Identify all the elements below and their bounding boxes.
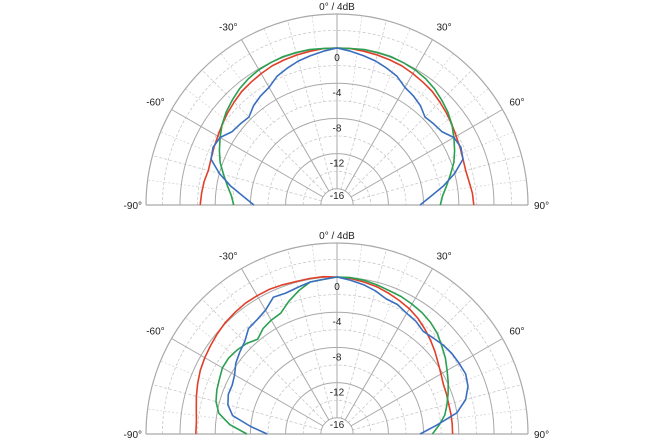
angle-tick-label: 90° [534,430,549,440]
grid-spoke [350,109,503,198]
grid-spoke-minor [311,15,324,102]
angle-tick-label: -30° [219,252,237,263]
grid-spoke [171,338,324,427]
grid-spoke-minor [311,244,324,331]
grid-ring-minor [197,65,477,206]
grid-spoke [241,39,330,192]
angle-tick-label: -60° [146,98,164,109]
grid-spoke-minor [340,249,387,419]
grid-spoke-minor [350,15,363,102]
polar-chart-upper: 0 -4 -8 -12 -16 -90° -60° -30° 0° / 4dB 30° 60° 90° [124,2,550,212]
grid-spoke-minor [348,298,473,423]
grid-spoke-minor [263,257,298,338]
grid-spoke-minor [340,20,387,190]
grid-spoke-minor [201,298,326,423]
grid-spoke-minor [185,317,255,371]
grid-spoke-minor [220,282,274,352]
radial-tick-label: 0 [334,53,340,64]
radial-tick-label: -12 [330,388,345,399]
grid-spoke-minor [152,155,322,202]
radial-tick-label: -8 [333,352,342,363]
grid-spoke [344,39,433,192]
grid-ring-minor [267,135,407,206]
grid-spoke [344,268,433,421]
angle-tick-label: 30° [437,252,452,263]
grid-spoke-minor [160,360,241,395]
angle-tick-label: 60° [509,98,524,109]
series-blue-line [227,276,469,435]
grid-spoke-minor [147,179,234,192]
angle-tick-label: 90° [534,201,549,212]
radial-tick-label: -8 [333,123,342,134]
grid-spoke-minor [147,408,234,421]
angle-tick-label: -90° [124,430,142,440]
grid-spoke-minor [152,384,322,431]
radial-tick-label: -16 [330,420,345,431]
grid-spoke-minor [160,131,241,166]
angle-tick-label: 0° / 4dB [319,231,355,242]
grid-spoke-minor [440,408,527,421]
grid-spoke-minor [419,317,489,371]
radial-tick-label: 0 [334,282,340,293]
grid-spoke-minor [440,179,527,192]
angle-tick-label: 0° / 4dB [319,2,355,13]
series-blue-line [210,47,464,206]
radial-tick-label: -4 [333,317,342,328]
grid-spoke-minor [433,360,514,395]
angle-tick-label: 60° [509,327,524,338]
grid-spoke [241,268,330,421]
angle-tick-label: -90° [124,201,142,212]
grid-spoke-minor [352,384,522,431]
grid-spoke-minor [348,69,473,194]
grid-spoke [171,109,324,198]
radial-tick-label: -16 [330,191,345,202]
grid-spoke-minor [376,257,411,338]
grid-spoke-minor [201,69,326,194]
angle-tick-label: 30° [437,23,452,34]
angle-tick-label: -30° [219,23,237,34]
angle-tick-label: -60° [146,327,164,338]
grid-spoke-minor [287,20,334,190]
grid-spoke-minor [400,282,454,352]
grid-spoke-minor [263,28,298,109]
polar-chart-lower: 0 -4 -8 -12 -16 -90° -60° -30° 0° / 4dB 30° 60° 90° [124,231,550,440]
grid-spoke-minor [376,28,411,109]
grid-spoke-minor [433,131,514,166]
grid-spoke-minor [287,249,334,419]
radial-tick-label: -4 [333,88,342,99]
grid-spoke [350,338,503,427]
grid-ring-minor [197,294,477,435]
radial-tick-label: -12 [330,159,345,170]
grid-spoke-minor [352,155,522,202]
grid-spoke-minor [220,53,274,123]
grid-spoke-minor [400,53,454,123]
grid-spoke-minor [419,88,489,142]
grid-spoke-minor [350,244,363,331]
grid-spoke-minor [185,88,255,142]
grid-ring-minor [267,364,407,435]
